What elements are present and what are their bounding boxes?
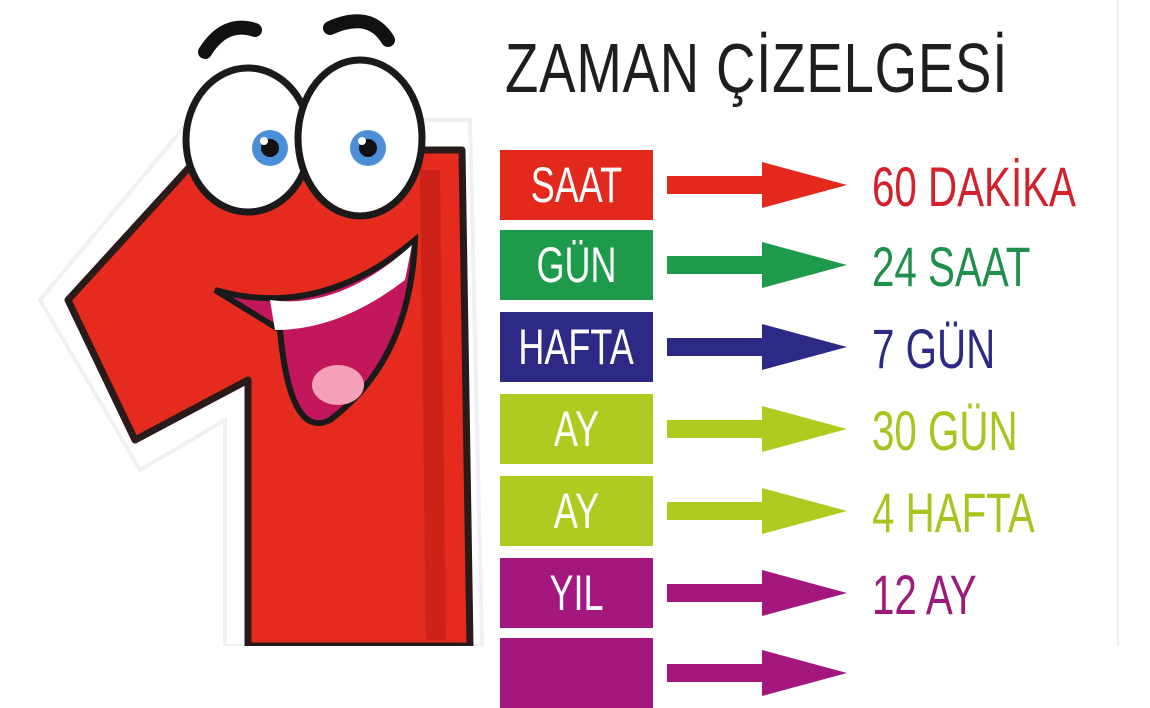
arrow-right-icon [667,324,847,370]
equivalent-value: 60 DAKİKA [872,155,1076,218]
unit-label: YIL [549,565,604,621]
equivalent-value: 30 GÜN [872,399,1018,462]
timeline-row: YIL 12 AY [500,558,1120,628]
number-one-mascot-icon [37,14,485,646]
unit-label-box: AY [500,394,653,464]
arrow-right-icon [667,650,847,696]
unit-label: HAFTA [518,319,635,375]
timeline-row: HAFTA 7 GÜN [500,312,1120,382]
unit-label-box: SAAT [500,150,653,220]
timeline-row [500,638,1120,708]
timeline-row: SAAT 60 DAKİKA [500,150,1120,220]
arrow-right-icon [667,570,847,616]
unit-label-box: HAFTA [500,312,653,382]
arrow-right-icon [667,406,847,452]
frame-border [1117,0,1119,646]
unit-label-box: AY [500,476,653,546]
timeline-row: AY 4 HAFTA [500,476,1120,546]
unit-label: GÜN [536,237,617,293]
unit-label: SAAT [530,157,623,213]
equivalent-value: 7 GÜN [872,317,996,380]
unit-label-box [500,638,653,708]
page-title: ZAMAN ÇİZELGESİ [505,29,1009,107]
equivalent-value: 12 AY [872,563,977,626]
unit-label: AY [553,483,600,539]
unit-label-box: YIL [500,558,653,628]
arrow-right-icon [667,162,847,208]
unit-label: AY [553,401,600,457]
arrow-right-icon [667,242,847,288]
equivalent-value: 4 HAFTA [872,481,1035,544]
equivalent-value: 24 SAAT [872,235,1031,298]
unit-label-box: GÜN [500,230,653,300]
arrow-right-icon [667,488,847,534]
timeline-row: AY 30 GÜN [500,394,1120,464]
timeline-row: GÜN 24 SAAT [500,230,1120,300]
